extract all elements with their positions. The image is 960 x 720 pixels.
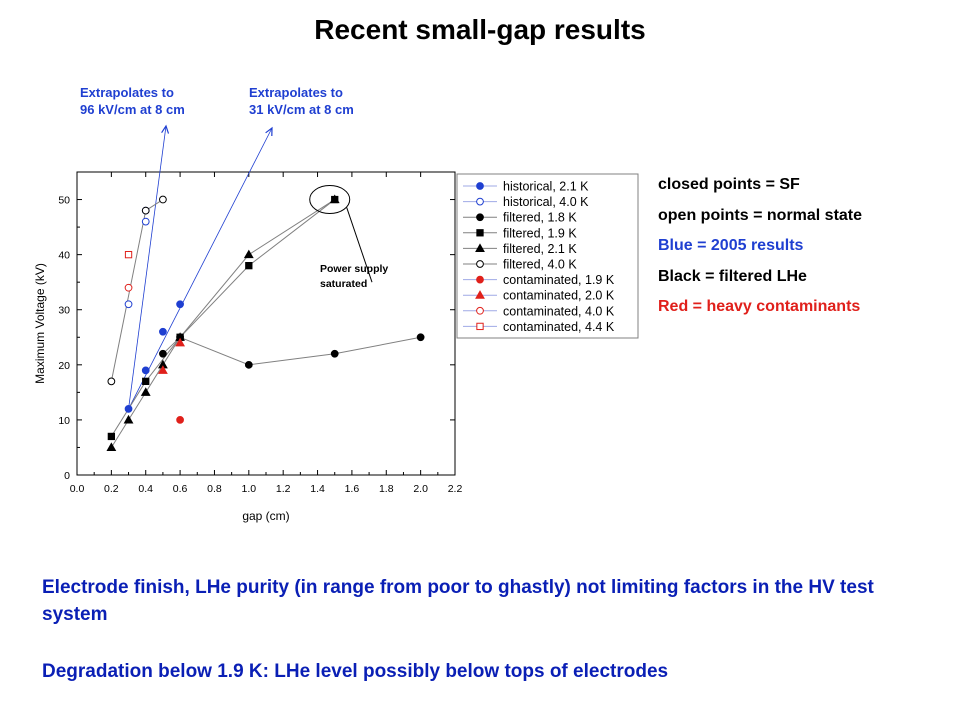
- x-tick-label: 2.0: [413, 483, 428, 495]
- data-point: [244, 360, 253, 369]
- page-title: Recent small-gap results: [314, 14, 646, 45]
- x-tick-label: 0.0: [70, 483, 85, 495]
- note-black: Black = filtered LHe: [658, 267, 807, 285]
- extrapolation-arrowhead: [161, 124, 170, 134]
- annotation-ellipse: [309, 185, 351, 215]
- extrapolation-note-1-line1: Extrapolates to: [80, 85, 174, 100]
- legend-label: contaminated, 2.0 K: [503, 289, 615, 303]
- x-tick-label: 2.2: [448, 483, 463, 495]
- data-point: [124, 405, 133, 413]
- data-point: [140, 387, 151, 396]
- data-point: [107, 432, 116, 441]
- note-red: Red = heavy contaminants: [658, 298, 861, 315]
- data-point: [124, 283, 133, 292]
- extrapolation-note-1: Extrapolates to 96 kV/cm at 8 cm: [80, 84, 185, 118]
- extrapolation-note-2-line2: 31 kV/cm at 8 cm: [249, 102, 354, 117]
- legend-label: contaminated, 4.4 K: [503, 320, 615, 334]
- data-point: [107, 377, 116, 386]
- series-line: [110, 199, 164, 382]
- x-tick-label: 1.6: [345, 483, 360, 495]
- y-tick-label: 30: [58, 305, 70, 317]
- extrapolation-note-2-line1: Extrapolates to: [249, 85, 343, 100]
- annotation-text-line2: saturated: [320, 278, 367, 290]
- x-tick-label: 1.4: [310, 483, 325, 495]
- data-point: [243, 249, 254, 259]
- x-tick-label: 0.4: [138, 483, 153, 495]
- notes-list: closed points = SF open points = normal …: [658, 170, 862, 323]
- note-open-points: open points = normal state: [658, 206, 863, 224]
- data-point: [106, 442, 117, 451]
- x-axis-title: gap (cm): [242, 509, 289, 523]
- data-point: [141, 366, 150, 375]
- series-line: [110, 199, 336, 437]
- y-tick-label: 50: [58, 195, 70, 207]
- data-point: [157, 365, 168, 374]
- legend-label: filtered, 2.1 K: [503, 242, 577, 256]
- x-tick-label: 1.2: [276, 483, 291, 495]
- data-point: [159, 327, 167, 336]
- y-axis-title: Maximum Voltage (kV): [33, 263, 47, 384]
- legend-label: contaminated, 4.0 K: [503, 304, 615, 318]
- extrapolation-note-1-line2: 96 kV/cm at 8 cm: [80, 102, 185, 117]
- x-tick-label: 0.6: [173, 483, 188, 495]
- bottom-text-1: Electrode finish, LHe purity (in range f…: [42, 577, 874, 625]
- legend-marker: [476, 322, 484, 331]
- annotation-text-line1: Power supply: [320, 263, 388, 275]
- data-point: [330, 349, 339, 358]
- extrapolation-line: [128, 125, 167, 409]
- data-point: [416, 333, 425, 342]
- legend-label: contaminated, 1.9 K: [503, 273, 615, 287]
- data-point: [123, 414, 134, 424]
- data-point: [124, 300, 133, 309]
- data-point: [329, 194, 340, 204]
- data-point: [124, 250, 133, 259]
- y-tick-label: 20: [58, 360, 70, 372]
- legend-marker: [476, 275, 484, 284]
- legend-marker: [476, 182, 484, 190]
- plot-frame: [76, 171, 456, 476]
- data-point: [175, 337, 186, 347]
- data-point: [176, 416, 184, 424]
- x-tick-label: 0.8: [207, 483, 222, 495]
- legend-marker: [476, 229, 484, 237]
- y-tick-label: 40: [58, 250, 70, 262]
- legend-label: filtered, 1.8 K: [503, 211, 577, 225]
- legend-marker: [476, 197, 484, 206]
- data-point: [159, 195, 167, 204]
- legend-label: filtered, 1.9 K: [503, 226, 577, 240]
- legend-marker: [475, 243, 485, 252]
- extrapolation-note-2: Extrapolates to 31 kV/cm at 8 cm: [249, 84, 354, 118]
- series-line: [110, 199, 335, 448]
- x-tick-label: 1.8: [379, 483, 394, 495]
- series-line: [162, 336, 421, 366]
- legend-label: filtered, 4.0 K: [503, 258, 577, 272]
- data-point: [176, 300, 184, 309]
- data-point: [159, 349, 167, 358]
- legend-label: historical, 2.1 K: [503, 180, 589, 194]
- data-point: [142, 377, 150, 385]
- bottom-text-2: Degradation below 1.9 K: LHe level possi…: [42, 661, 669, 682]
- data-point: [141, 217, 150, 226]
- y-tick-label: 10: [58, 415, 70, 427]
- annotation-pointer: [346, 207, 373, 283]
- data-point: [141, 206, 150, 215]
- legend-marker: [476, 306, 484, 315]
- y-tick-label: 0: [64, 470, 70, 482]
- extrapolation-line: [128, 127, 273, 410]
- x-tick-label: 0.2: [104, 483, 119, 495]
- legend-marker: [476, 213, 484, 222]
- extrapolation-arrowhead: [265, 126, 273, 137]
- legend-marker: [475, 290, 485, 299]
- legend-marker: [476, 260, 484, 268]
- note-blue: Blue = 2005 results: [658, 237, 804, 254]
- x-tick-label: 1.0: [242, 483, 257, 495]
- note-closed-points: closed points = SF: [658, 176, 800, 193]
- legend-label: historical, 4.0 K: [503, 195, 589, 209]
- data-point: [245, 262, 253, 270]
